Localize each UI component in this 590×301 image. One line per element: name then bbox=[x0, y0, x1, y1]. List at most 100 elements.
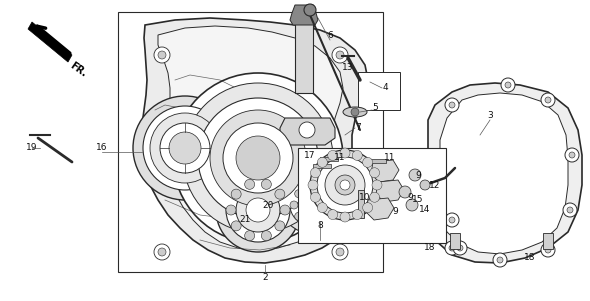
Bar bbox=[118, 12, 383, 272]
Circle shape bbox=[445, 241, 459, 255]
Circle shape bbox=[420, 180, 430, 190]
Circle shape bbox=[317, 157, 373, 213]
Text: 18: 18 bbox=[525, 253, 536, 262]
Circle shape bbox=[280, 205, 290, 215]
Text: 9: 9 bbox=[392, 207, 398, 216]
Circle shape bbox=[449, 102, 455, 108]
Circle shape bbox=[317, 203, 327, 213]
Circle shape bbox=[340, 180, 350, 190]
Bar bbox=[450, 233, 460, 249]
Circle shape bbox=[290, 201, 298, 209]
Circle shape bbox=[231, 189, 241, 199]
Circle shape bbox=[332, 244, 348, 260]
Circle shape bbox=[340, 148, 350, 158]
Circle shape bbox=[294, 190, 303, 198]
Bar bbox=[295, 5, 313, 93]
Circle shape bbox=[449, 217, 455, 223]
Circle shape bbox=[210, 110, 306, 206]
Circle shape bbox=[226, 205, 236, 215]
Circle shape bbox=[335, 175, 355, 195]
Text: 11: 11 bbox=[335, 154, 346, 163]
Circle shape bbox=[154, 244, 170, 260]
Circle shape bbox=[236, 188, 280, 232]
Circle shape bbox=[317, 190, 325, 198]
Circle shape bbox=[567, 207, 573, 213]
Circle shape bbox=[363, 203, 373, 213]
Text: 21: 21 bbox=[240, 216, 251, 225]
Circle shape bbox=[216, 168, 300, 252]
Circle shape bbox=[363, 157, 373, 167]
Circle shape bbox=[158, 51, 166, 59]
Text: 3: 3 bbox=[487, 110, 493, 119]
Circle shape bbox=[340, 212, 350, 222]
Circle shape bbox=[457, 245, 463, 251]
Circle shape bbox=[183, 83, 333, 233]
Circle shape bbox=[497, 257, 503, 263]
Circle shape bbox=[231, 221, 241, 231]
Circle shape bbox=[154, 47, 170, 63]
Circle shape bbox=[563, 203, 577, 217]
Circle shape bbox=[445, 213, 459, 227]
Circle shape bbox=[298, 193, 322, 217]
Circle shape bbox=[167, 140, 183, 156]
Circle shape bbox=[322, 201, 330, 209]
Text: 6: 6 bbox=[327, 30, 333, 39]
Circle shape bbox=[294, 212, 303, 220]
Bar bbox=[358, 72, 400, 110]
Circle shape bbox=[308, 180, 318, 190]
Circle shape bbox=[160, 123, 210, 173]
Bar bbox=[298, 148, 446, 243]
Circle shape bbox=[304, 4, 316, 16]
Circle shape bbox=[306, 217, 314, 225]
Bar bbox=[313, 164, 331, 168]
Circle shape bbox=[299, 122, 315, 138]
Circle shape bbox=[169, 132, 201, 164]
Circle shape bbox=[282, 177, 338, 233]
Circle shape bbox=[328, 150, 337, 160]
Circle shape bbox=[372, 180, 382, 190]
Circle shape bbox=[336, 248, 344, 256]
Polygon shape bbox=[280, 118, 335, 145]
Polygon shape bbox=[428, 83, 582, 263]
Circle shape bbox=[369, 192, 379, 202]
Text: 5: 5 bbox=[372, 104, 378, 113]
Circle shape bbox=[261, 179, 271, 189]
Circle shape bbox=[541, 243, 555, 257]
Circle shape bbox=[409, 169, 421, 181]
Circle shape bbox=[275, 189, 285, 199]
Circle shape bbox=[171, 144, 179, 152]
Circle shape bbox=[310, 150, 380, 220]
Polygon shape bbox=[440, 93, 568, 254]
Circle shape bbox=[325, 165, 365, 205]
Polygon shape bbox=[158, 26, 343, 250]
Text: 8: 8 bbox=[317, 221, 323, 229]
Circle shape bbox=[317, 157, 327, 167]
Circle shape bbox=[226, 178, 290, 242]
Circle shape bbox=[501, 78, 515, 92]
Text: 20: 20 bbox=[263, 200, 274, 209]
Circle shape bbox=[445, 98, 459, 112]
Circle shape bbox=[449, 245, 455, 251]
Text: 13: 13 bbox=[342, 64, 354, 73]
Bar bbox=[543, 233, 553, 249]
Circle shape bbox=[246, 198, 270, 222]
Circle shape bbox=[143, 106, 227, 190]
Circle shape bbox=[352, 209, 362, 219]
Polygon shape bbox=[366, 198, 394, 220]
Circle shape bbox=[352, 150, 362, 160]
Text: 7: 7 bbox=[355, 123, 361, 132]
Circle shape bbox=[336, 51, 344, 59]
Text: 12: 12 bbox=[430, 181, 441, 190]
Bar bbox=[368, 159, 386, 163]
Circle shape bbox=[565, 148, 579, 162]
Circle shape bbox=[173, 73, 343, 243]
Text: 16: 16 bbox=[96, 144, 108, 153]
Ellipse shape bbox=[343, 107, 367, 117]
Text: 2: 2 bbox=[262, 274, 268, 283]
Circle shape bbox=[399, 186, 411, 198]
Circle shape bbox=[310, 192, 320, 202]
Circle shape bbox=[261, 231, 271, 241]
Bar bbox=[358, 190, 364, 218]
Circle shape bbox=[351, 108, 359, 116]
Circle shape bbox=[505, 82, 511, 88]
